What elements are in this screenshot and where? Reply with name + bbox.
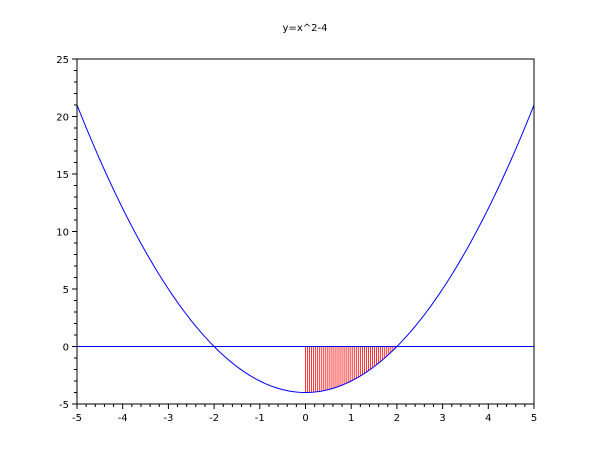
y-tick-label: 15 [56,170,69,181]
x-tick-label: 5 [531,413,537,424]
chart-title: y=x^2-4 [283,23,328,34]
x-tick-label: -4 [118,413,128,424]
y-tick-label: 0 [63,343,69,354]
x-tick-label: -1 [255,413,265,424]
x-tick-label: 2 [394,413,400,424]
x-tick-label: -5 [72,413,82,424]
y-tick-label: 5 [63,285,69,296]
y-tick-label: 25 [56,55,69,66]
x-tick-label: -3 [163,413,173,424]
x-tick-label: 0 [302,413,308,424]
plot-area: -5 -4 -3 -2 -1 0 1 2 3 4 5 -5 0 5 10 15 20 25 [56,55,537,424]
x-tick-label: 3 [439,413,445,424]
y-tick-label: 10 [56,228,69,239]
y-tick-label: 20 [56,113,69,124]
x-tick-label: 1 [348,413,354,424]
series-line-parabola [76,104,535,394]
x-tick-label: -2 [209,413,219,424]
y-tick-label: -5 [59,400,69,411]
x-tick-label: 4 [485,413,491,424]
